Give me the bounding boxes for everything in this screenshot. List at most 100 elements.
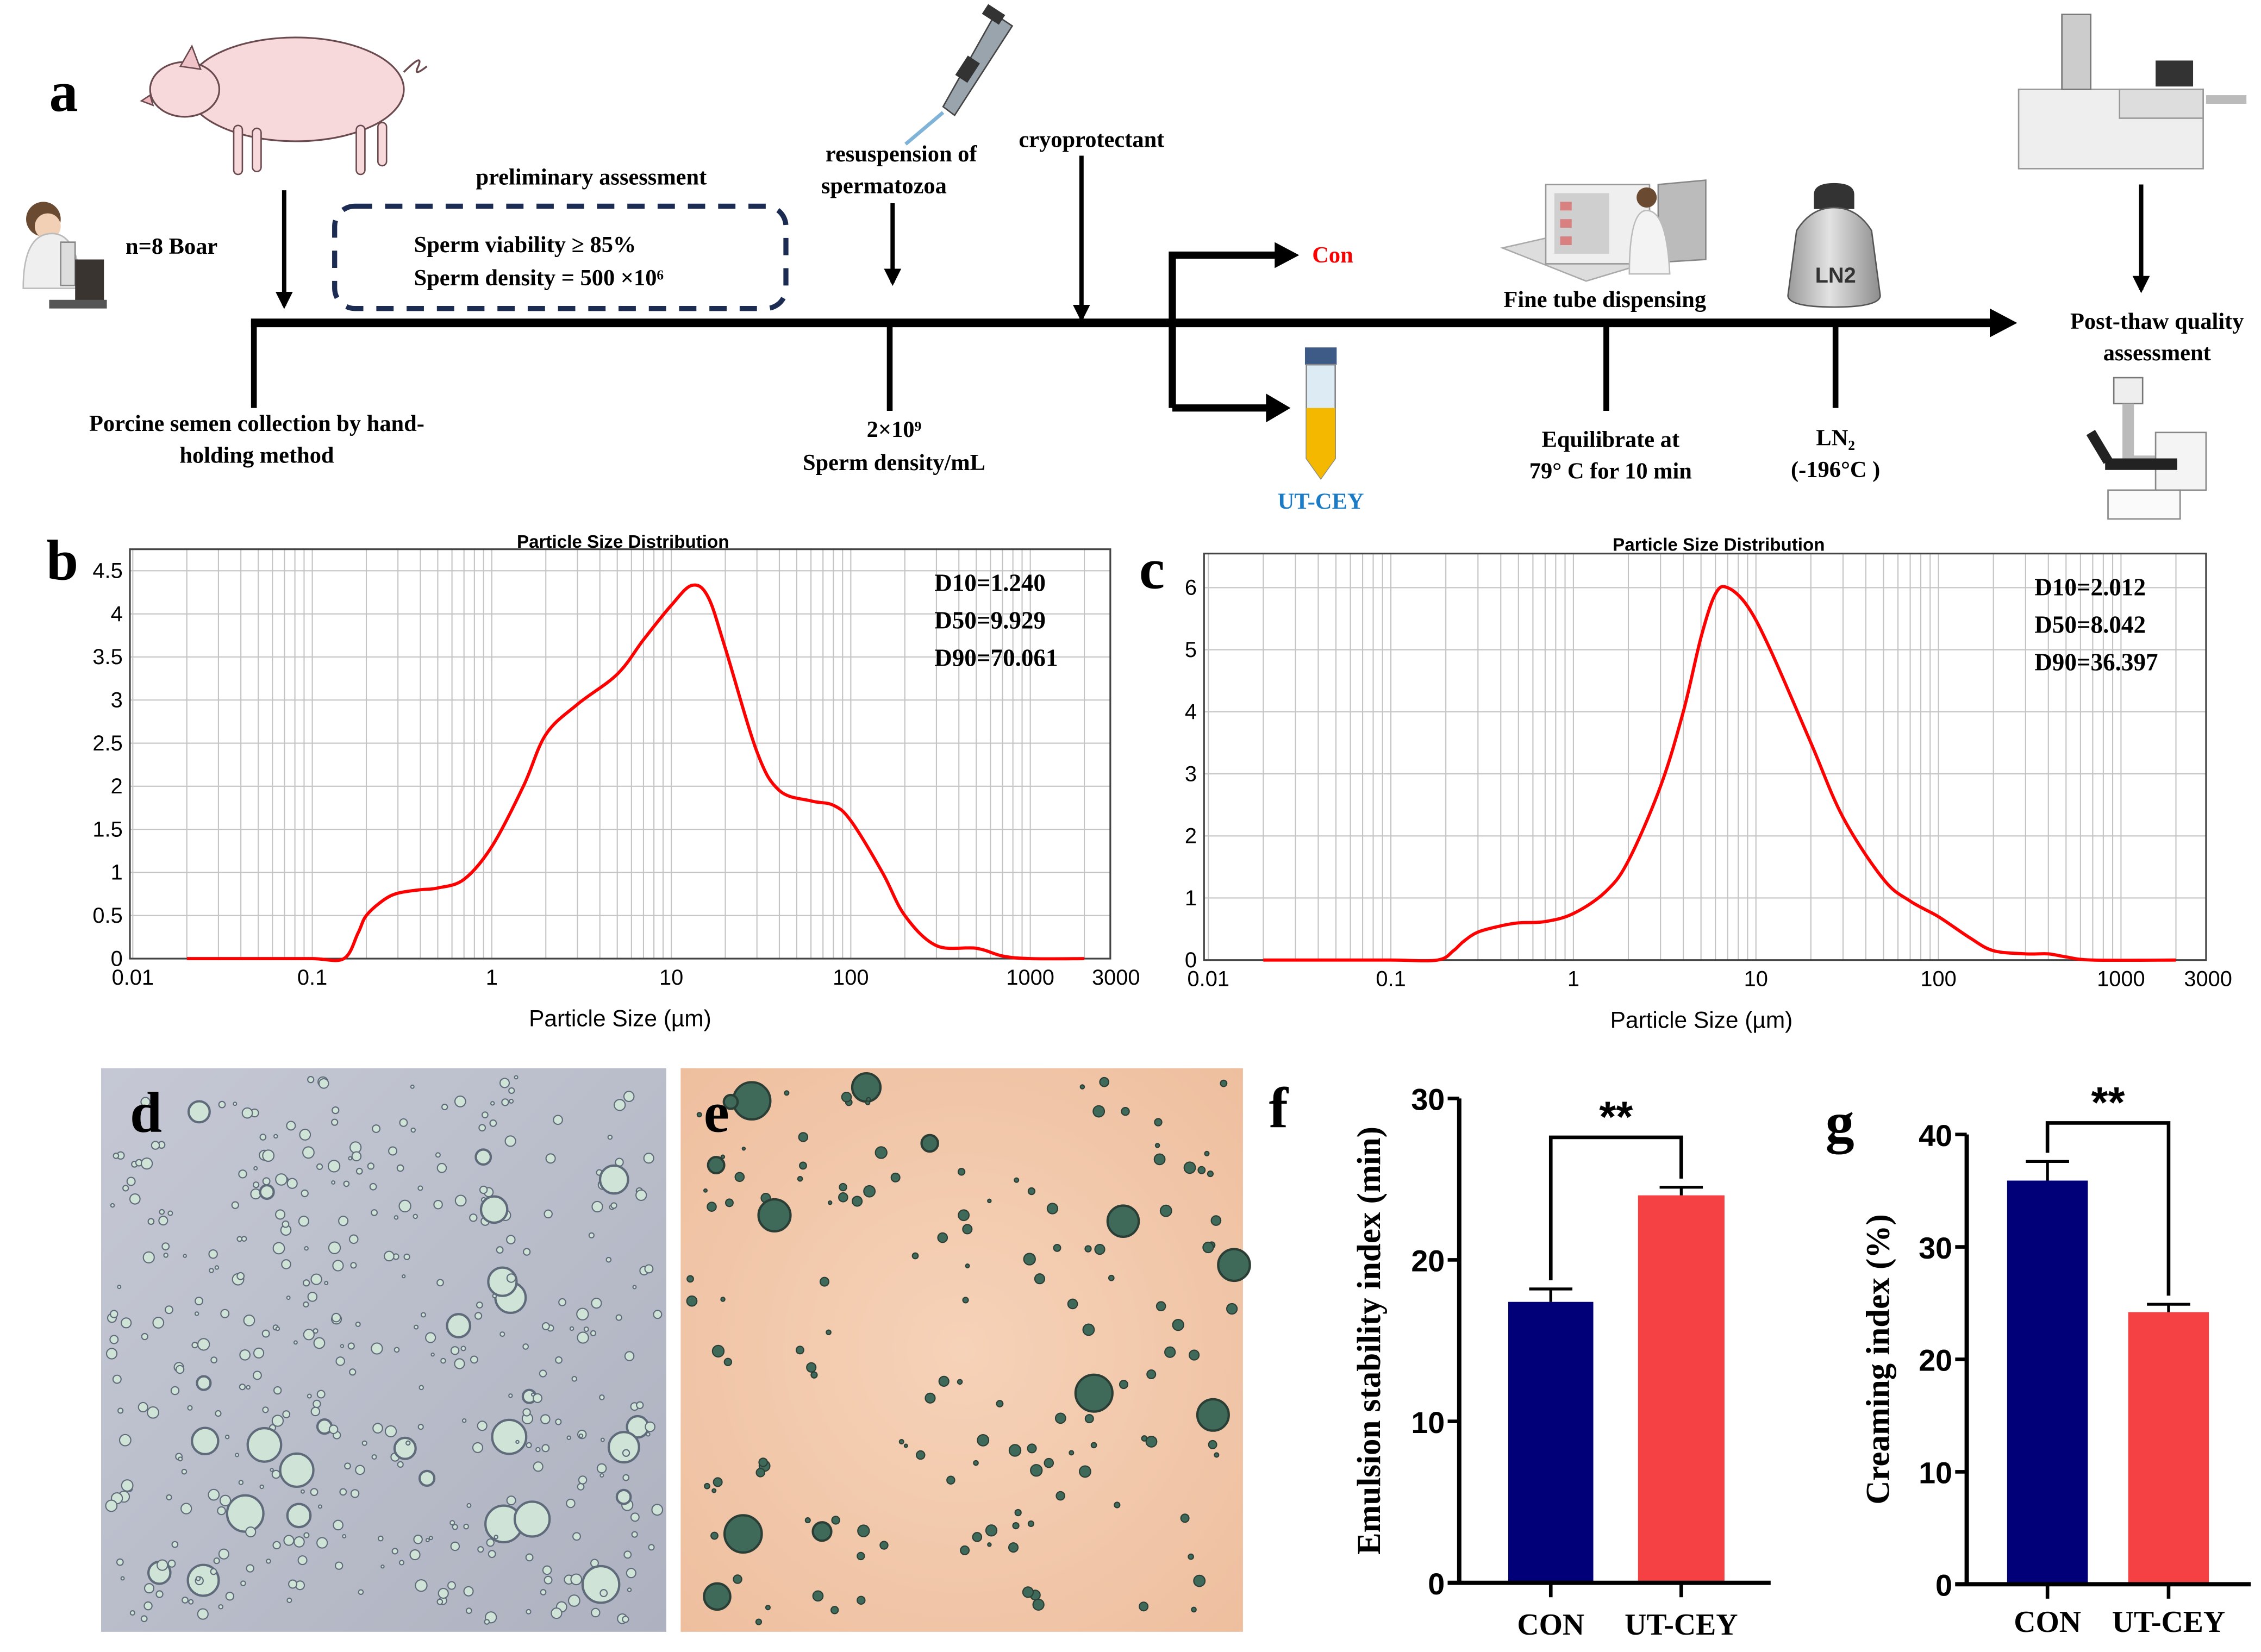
y-tick-label: 1 xyxy=(1185,886,1197,910)
y-tick-label: 0.5 xyxy=(92,904,122,928)
droplet xyxy=(1193,1574,1206,1587)
droplet xyxy=(826,1329,832,1336)
droplet xyxy=(361,1440,367,1446)
droplet xyxy=(1090,1442,1097,1449)
droplet xyxy=(238,1169,247,1179)
percentile-annotation: D10=2.012 xyxy=(2034,574,2146,601)
droplet xyxy=(755,1468,765,1478)
droplet xyxy=(696,1112,702,1118)
droplet xyxy=(830,1606,839,1615)
dilution-label-line2: Sperm density/mL xyxy=(803,450,985,475)
droplet xyxy=(644,1264,654,1274)
droplet xyxy=(958,1209,970,1222)
droplet xyxy=(286,1121,296,1131)
droplet xyxy=(188,1599,194,1605)
droplet xyxy=(105,1499,118,1512)
droplet xyxy=(151,1141,160,1150)
y-tick-label: 3.5 xyxy=(92,645,122,669)
droplet xyxy=(1114,1501,1121,1509)
droplet xyxy=(479,1185,488,1194)
droplet xyxy=(112,1374,122,1384)
droplet xyxy=(526,1609,532,1615)
droplet xyxy=(235,1453,240,1457)
droplet xyxy=(509,1098,514,1104)
droplet xyxy=(591,1200,603,1213)
droplet xyxy=(440,1357,446,1364)
collection-label-line2: holding method xyxy=(179,443,334,468)
droplet xyxy=(344,1462,351,1470)
scientist-microscope-icon xyxy=(22,202,107,309)
droplet xyxy=(615,1314,622,1321)
droplet xyxy=(1030,1464,1043,1477)
droplet xyxy=(489,1119,497,1127)
droplet xyxy=(765,1605,771,1611)
droplet xyxy=(711,1344,725,1358)
droplet xyxy=(784,1090,790,1096)
droplet xyxy=(653,1310,663,1319)
droplet xyxy=(474,1148,492,1166)
droplet xyxy=(441,1103,448,1111)
droplet xyxy=(723,1357,733,1367)
y-tick-label: 30 xyxy=(1411,1083,1445,1117)
droplet xyxy=(605,1256,612,1263)
distribution-curve xyxy=(1263,585,2176,962)
droplet xyxy=(187,1100,211,1124)
droplet xyxy=(167,1559,176,1568)
droplet xyxy=(331,1118,339,1126)
droplet xyxy=(410,1084,415,1089)
y-tick-label: 5 xyxy=(1185,638,1197,662)
droplet xyxy=(122,1185,129,1192)
droplet xyxy=(399,1118,408,1127)
droplet xyxy=(282,1410,291,1418)
y-tick-label: 40 xyxy=(1919,1119,1952,1153)
droplet xyxy=(987,1198,992,1204)
pipette-icon xyxy=(904,4,1014,146)
error-bar xyxy=(2147,1303,2190,1312)
droplet xyxy=(957,1168,966,1176)
droplet xyxy=(405,1440,411,1446)
droplet xyxy=(1214,1452,1220,1458)
droplet xyxy=(831,1516,840,1525)
droplet xyxy=(590,1330,597,1336)
chart-title: Particle Size Distribution xyxy=(1613,535,1825,555)
y-tick-label: 0 xyxy=(1428,1567,1445,1601)
droplet xyxy=(187,1405,193,1411)
droplet xyxy=(1023,1253,1036,1266)
droplet xyxy=(281,1259,291,1269)
droplet xyxy=(310,1273,322,1285)
droplet xyxy=(113,1153,120,1159)
droplet xyxy=(449,1520,455,1526)
droplet xyxy=(812,1590,824,1602)
droplet xyxy=(328,1424,339,1435)
creaming-index-chart: CON UT-CEY 0 10 20 30 40 Creaming index (%) ** xyxy=(1860,1078,2251,1639)
droplet xyxy=(1069,1450,1075,1456)
droplet xyxy=(1074,1373,1114,1413)
droplet xyxy=(1164,1346,1176,1358)
droplet xyxy=(838,1192,848,1203)
droplet xyxy=(526,1442,532,1448)
droplet xyxy=(141,1332,148,1341)
droplet xyxy=(1139,1601,1149,1612)
droplet xyxy=(349,1368,357,1376)
droplet xyxy=(962,1224,973,1235)
droplet xyxy=(155,1590,164,1598)
droplet xyxy=(1208,1440,1217,1449)
y-axis-label: Creaming index (%) xyxy=(1860,1214,1896,1504)
droplet xyxy=(340,1344,345,1348)
droplet xyxy=(1084,1245,1092,1253)
y-tick-label: 2.5 xyxy=(92,731,122,755)
droplet xyxy=(555,1418,562,1425)
droplet xyxy=(645,1421,655,1432)
droplet xyxy=(686,1295,698,1307)
droplet xyxy=(636,1401,644,1409)
droplet xyxy=(241,1236,247,1242)
droplet xyxy=(635,1189,647,1202)
droplet xyxy=(622,1474,630,1481)
droplet xyxy=(372,1423,383,1434)
droplet xyxy=(987,1542,992,1547)
droplet xyxy=(720,1154,726,1159)
y-tick-label: 6 xyxy=(1185,576,1197,600)
preliminary-assessment-title: preliminary assessment xyxy=(476,165,707,190)
droplet xyxy=(419,1385,424,1391)
droplet xyxy=(252,1371,262,1380)
